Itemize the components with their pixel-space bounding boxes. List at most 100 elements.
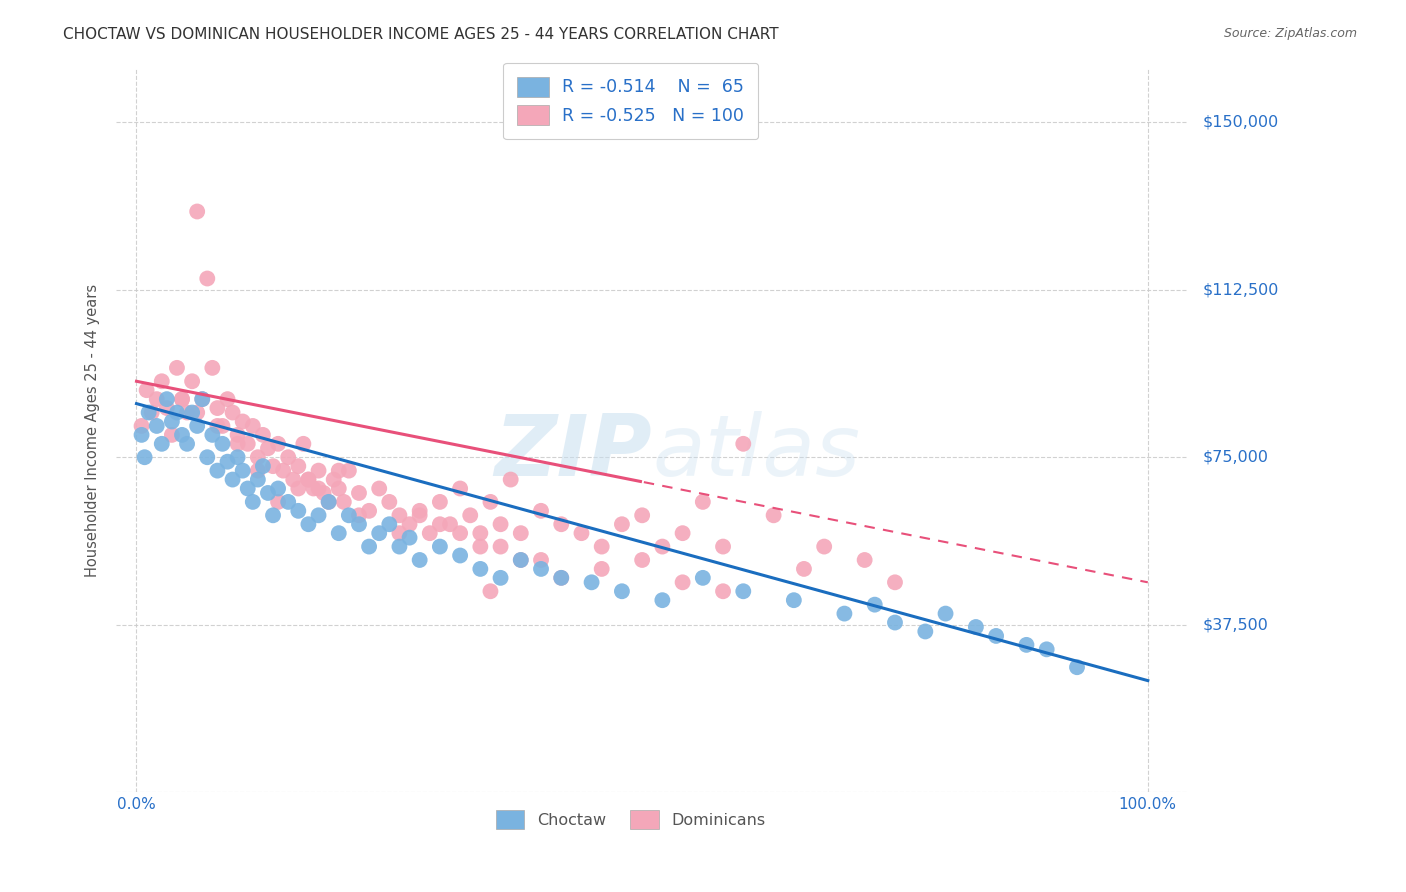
Point (277, 495, 299, 509)
Point (236, 482, 259, 496)
Point (368, 482, 391, 496)
Point (359, 540, 381, 554)
Point (398, 531, 420, 545)
Point (201, 360, 224, 375)
Point (170, 392, 193, 406)
Point (211, 419, 233, 434)
Point (242, 419, 264, 434)
Point (176, 405, 198, 419)
Point (246, 473, 269, 487)
Point (287, 504, 309, 518)
Point (762, 508, 785, 523)
Point (347, 508, 370, 523)
Point (733, 437, 755, 451)
Point (429, 517, 451, 532)
Point (591, 562, 613, 576)
Point (610, 517, 633, 532)
Point (145, 419, 167, 434)
Point (211, 437, 233, 451)
Point (292, 437, 315, 451)
Point (863, 598, 886, 612)
Point (571, 526, 593, 541)
Point (267, 495, 290, 509)
Point (853, 553, 876, 567)
Point (347, 517, 370, 532)
Point (150, 437, 173, 451)
Point (733, 584, 755, 599)
Point (550, 571, 572, 585)
Point (671, 575, 693, 590)
Point (302, 482, 325, 496)
Point (166, 360, 188, 375)
Text: ZIP: ZIP (495, 410, 652, 493)
Point (550, 571, 572, 585)
Point (813, 540, 835, 554)
Point (550, 517, 572, 532)
Point (308, 508, 330, 523)
Point (201, 428, 224, 442)
Text: $112,500: $112,500 (1202, 282, 1278, 297)
Point (246, 464, 269, 478)
Point (711, 540, 734, 554)
Point (242, 495, 264, 509)
Point (287, 482, 309, 496)
Point (262, 459, 284, 474)
Point (651, 540, 673, 554)
Point (458, 508, 481, 523)
Point (217, 392, 239, 406)
Point (793, 562, 815, 576)
Point (257, 486, 280, 500)
Point (156, 401, 179, 415)
Point (914, 624, 936, 639)
Point (449, 482, 471, 496)
Point (318, 495, 340, 509)
Point (236, 437, 259, 451)
Point (246, 450, 269, 465)
Point (631, 553, 654, 567)
Point (221, 405, 243, 419)
Point (150, 374, 173, 388)
Point (1066, 660, 1088, 674)
Point (388, 526, 411, 541)
Point (195, 271, 218, 285)
Point (328, 482, 350, 496)
Y-axis label: Householder Income Ages 25 - 44 years: Householder Income Ages 25 - 44 years (86, 284, 100, 577)
Point (308, 482, 330, 496)
Point (328, 464, 350, 478)
Point (984, 629, 1007, 643)
Point (509, 553, 531, 567)
Point (226, 450, 249, 465)
Point (489, 540, 512, 554)
Point (160, 415, 183, 429)
Point (935, 607, 957, 621)
Point (181, 374, 204, 388)
Point (347, 486, 370, 500)
Point (631, 508, 654, 523)
Point (138, 405, 160, 419)
Point (337, 464, 360, 478)
Point (470, 540, 492, 554)
Point (131, 419, 153, 434)
Point (221, 473, 243, 487)
Point (489, 517, 512, 532)
Point (333, 495, 356, 509)
Point (449, 549, 471, 563)
Point (262, 508, 284, 523)
Legend: Choctaw, Dominicans: Choctaw, Dominicans (489, 804, 772, 835)
Point (429, 495, 451, 509)
Point (692, 495, 714, 509)
Point (191, 392, 214, 406)
Text: CHOCTAW VS DOMINICAN HOUSEHOLDER INCOME AGES 25 - 44 YEARS CORRELATION CHART: CHOCTAW VS DOMINICAN HOUSEHOLDER INCOME … (63, 27, 779, 42)
Point (252, 428, 274, 442)
Point (388, 508, 411, 523)
Point (226, 437, 249, 451)
Text: $37,500: $37,500 (1202, 617, 1268, 632)
Point (308, 464, 330, 478)
Point (156, 392, 179, 406)
Point (207, 419, 229, 434)
Point (131, 428, 153, 442)
Point (176, 437, 198, 451)
Text: Source: ZipAtlas.com: Source: ZipAtlas.com (1223, 27, 1357, 40)
Point (226, 428, 249, 442)
Point (232, 464, 254, 478)
